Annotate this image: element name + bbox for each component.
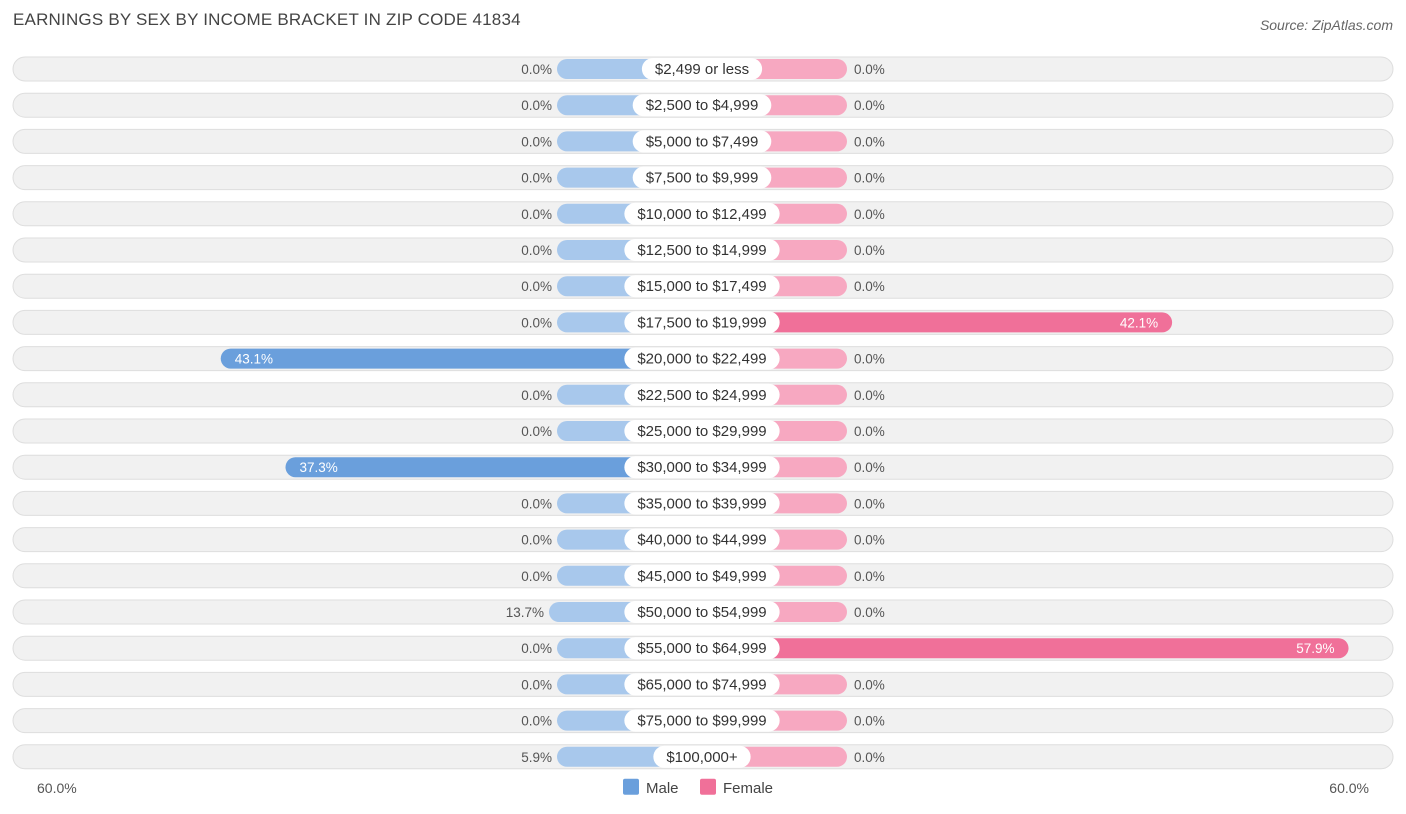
category-label: $7,500 to $9,999 <box>646 170 759 187</box>
category-label: $75,000 to $99,999 <box>637 713 766 730</box>
male-value-label: 0.0% <box>521 677 552 692</box>
category-label: $30,000 to $34,999 <box>637 459 766 476</box>
male-value-label: 0.0% <box>521 243 552 258</box>
male-value-label: 0.0% <box>521 279 552 294</box>
female-bar <box>702 312 1173 333</box>
male-value-label: 0.0% <box>521 496 552 511</box>
female-value-label: 0.0% <box>854 98 885 113</box>
category-pill <box>632 166 772 189</box>
female-value-label: 0.0% <box>854 460 885 475</box>
female-value-label: 57.9% <box>1296 641 1334 656</box>
male-value-label: 37.3% <box>299 460 337 475</box>
category-label: $55,000 to $64,999 <box>637 640 766 657</box>
category-pill <box>624 673 780 696</box>
female-value-label: 0.0% <box>854 714 885 729</box>
male-bar <box>220 348 702 369</box>
female-value-label: 0.0% <box>854 134 885 149</box>
category-pill <box>624 601 780 623</box>
category-pill <box>624 492 780 515</box>
category-label: $25,000 to $29,999 <box>637 423 766 440</box>
category-pill <box>624 564 780 587</box>
legend-male-label: Male <box>646 780 679 797</box>
male-value-label: 13.7% <box>506 605 544 620</box>
category-label: $22,500 to $24,999 <box>637 387 766 404</box>
male-value-label: 0.0% <box>521 98 552 113</box>
female-value-label: 0.0% <box>854 171 885 186</box>
category-pill <box>624 275 780 298</box>
male-value-label: 0.0% <box>521 714 552 729</box>
female-value-label: 0.0% <box>854 207 885 222</box>
category-pill <box>624 202 780 225</box>
male-value-label: 0.0% <box>521 171 552 186</box>
category-label: $100,000+ <box>666 749 738 766</box>
male-value-label: 0.0% <box>521 207 552 222</box>
female-value-label: 0.0% <box>854 62 885 77</box>
source-note: Source: ZipAtlas.com <box>1259 17 1393 33</box>
category-pill <box>624 528 780 551</box>
category-pill <box>624 311 780 334</box>
male-value-label: 0.0% <box>521 641 552 656</box>
male-value-label: 43.1% <box>235 352 273 367</box>
male-value-label: 5.9% <box>521 750 552 765</box>
male-value-label: 0.0% <box>521 424 552 439</box>
category-pill <box>653 745 751 768</box>
category-pill <box>624 637 780 660</box>
category-label: $2,499 or less <box>655 61 749 78</box>
category-label: $50,000 to $54,999 <box>637 604 766 621</box>
female-value-label: 0.0% <box>854 533 885 548</box>
legend-female-label: Female <box>723 780 773 797</box>
male-value-label: 0.0% <box>521 569 552 584</box>
axis-left-label: 60.0% <box>37 780 77 796</box>
female-value-label: 0.0% <box>854 605 885 620</box>
female-bar <box>702 638 1349 659</box>
male-value-label: 0.0% <box>521 62 552 77</box>
male-bar <box>285 457 702 478</box>
category-label: $12,500 to $14,999 <box>637 242 766 259</box>
female-value-label: 0.0% <box>854 279 885 294</box>
category-pill <box>624 347 780 370</box>
category-pill <box>624 383 780 406</box>
female-value-label: 0.0% <box>854 388 885 403</box>
male-value-label: 0.0% <box>521 315 552 330</box>
female-value-label: 0.0% <box>854 677 885 692</box>
female-value-label: 0.0% <box>854 424 885 439</box>
category-label: $35,000 to $39,999 <box>637 495 766 512</box>
category-label: $17,500 to $19,999 <box>637 314 766 331</box>
category-label: $65,000 to $74,999 <box>637 676 766 693</box>
category-label: $20,000 to $22,499 <box>637 351 766 368</box>
category-pill <box>632 94 772 117</box>
female-value-label: 0.0% <box>854 569 885 584</box>
category-pill <box>624 420 780 442</box>
female-value-label: 42.1% <box>1120 315 1158 330</box>
male-value-label: 0.0% <box>521 388 552 403</box>
female-value-label: 0.0% <box>854 496 885 511</box>
category-label: $10,000 to $12,499 <box>637 206 766 223</box>
female-value-label: 0.0% <box>854 243 885 258</box>
legend-female-swatch <box>700 778 716 795</box>
category-pill <box>641 58 763 80</box>
axis-right-label: 60.0% <box>1329 780 1369 796</box>
female-value-label: 0.0% <box>854 750 885 765</box>
chart-title: EARNINGS BY SEX BY INCOME BRACKET IN ZIP… <box>13 10 521 29</box>
category-pill <box>624 239 780 261</box>
category-label: $5,000 to $7,499 <box>646 133 759 150</box>
category-pill <box>632 130 772 153</box>
category-label: $2,500 to $4,999 <box>646 97 759 114</box>
category-pill <box>624 456 780 479</box>
female-value-label: 0.0% <box>854 352 885 367</box>
category-label: $15,000 to $17,499 <box>637 278 766 295</box>
male-value-label: 0.0% <box>521 533 552 548</box>
legend-male-swatch <box>623 778 639 795</box>
category-label: $40,000 to $44,999 <box>637 532 766 549</box>
category-label: $45,000 to $49,999 <box>637 568 766 585</box>
category-pill <box>624 709 780 732</box>
male-value-label: 0.0% <box>521 134 552 149</box>
